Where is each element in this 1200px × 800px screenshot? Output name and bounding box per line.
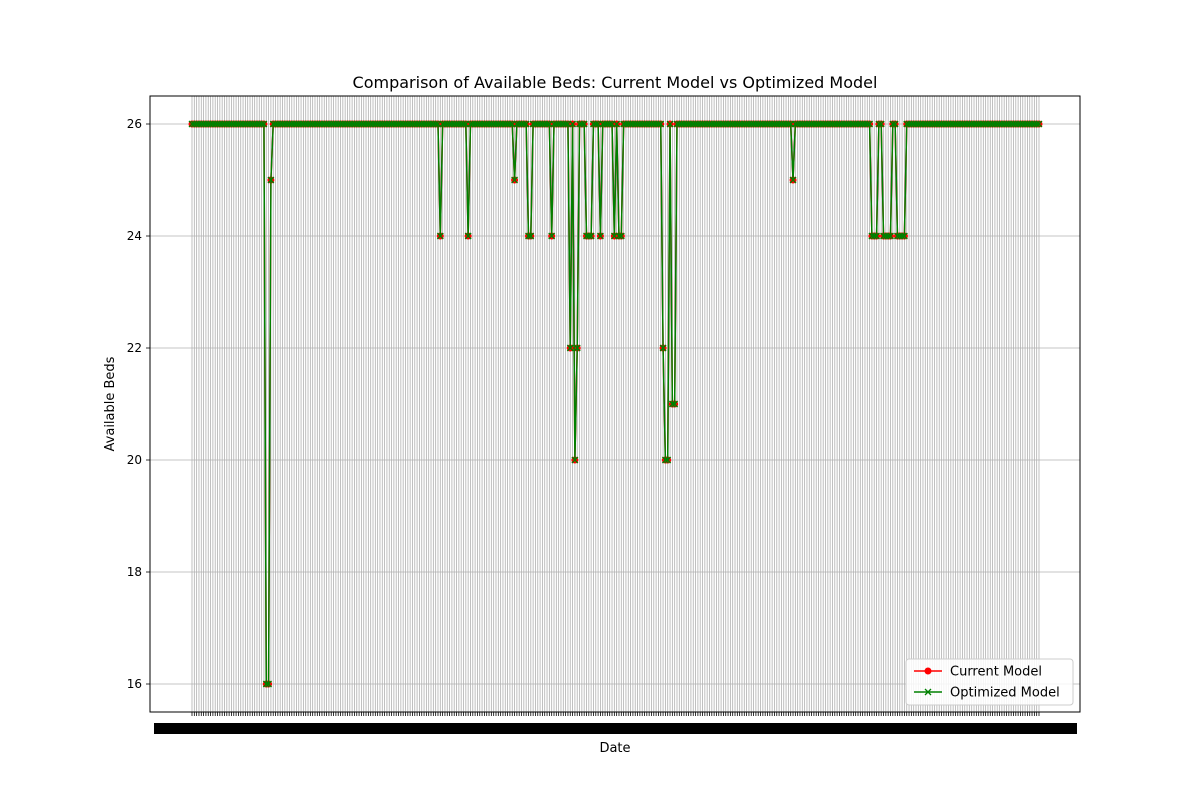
y-tick-label: 26 <box>127 117 142 131</box>
x-axis-label: Date <box>599 741 630 756</box>
point-optimized-model <box>875 120 883 128</box>
point-optimized-model <box>265 680 273 688</box>
y-tick-label: 24 <box>127 229 142 243</box>
point-optimized-model <box>432 120 440 128</box>
point-optimized-model <box>657 120 665 128</box>
point-optimized-model <box>613 120 621 128</box>
point-optimized-model <box>571 456 579 464</box>
point-optimized-model <box>511 176 519 184</box>
point-optimized-model <box>585 232 593 240</box>
legend-marker-optimized-model <box>924 688 932 696</box>
x-ticks <box>154 712 1077 734</box>
point-optimized-model <box>671 400 679 408</box>
point-optimized-model <box>661 456 669 464</box>
point-optimized-model <box>898 232 906 240</box>
point-optimized-model <box>900 232 908 240</box>
point-optimized-model <box>659 344 667 352</box>
y-tick-label: 22 <box>127 341 142 355</box>
point-optimized-model <box>569 120 577 128</box>
legend: Current Model Optimized Model <box>905 658 1074 706</box>
point-optimized-model <box>863 120 871 128</box>
point-optimized-model <box>527 232 535 240</box>
chart-title: Comparison of Available Beds: Current Mo… <box>353 73 878 92</box>
point-optimized-model <box>525 232 532 240</box>
x-tick-labels-illegible <box>154 723 1077 734</box>
point-optimized-model <box>873 232 881 240</box>
legend-marker-current-model <box>924 667 932 675</box>
point-optimized-model <box>870 232 878 240</box>
point-optimized-model <box>592 120 600 128</box>
point-optimized-model <box>884 232 892 240</box>
legend-label-current-model: Current Model <box>950 665 1042 680</box>
point-optimized-model <box>580 120 588 128</box>
y-ticks: 16 18 20 22 24 26 <box>127 117 150 691</box>
point-optimized-model <box>543 120 551 128</box>
point-optimized-model <box>260 120 268 128</box>
point-optimized-model <box>578 120 586 128</box>
y-axis-label: Available Beds <box>103 356 118 451</box>
legend-item-optimized-model: Optimized Model <box>914 686 1060 701</box>
point-optimized-model <box>615 232 623 240</box>
point-optimized-model <box>520 120 528 128</box>
legend-item-current-model: Current Model <box>914 665 1042 680</box>
point-optimized-model <box>617 232 625 240</box>
point-optimized-model <box>566 344 574 352</box>
point-optimized-model <box>562 120 570 128</box>
point-optimized-model <box>587 232 595 240</box>
point-optimized-model <box>436 232 444 240</box>
point-optimized-model <box>267 176 275 184</box>
point-optimized-model <box>258 120 266 128</box>
point-optimized-model <box>654 120 662 128</box>
y-tick-label: 20 <box>127 453 142 467</box>
x-gridlines <box>191 96 1040 712</box>
point-optimized-model <box>668 400 676 408</box>
point-optimized-model <box>522 120 530 128</box>
point-optimized-model <box>262 680 270 688</box>
point-optimized-model <box>891 120 899 128</box>
y-tick-label: 18 <box>127 565 142 579</box>
point-optimized-model <box>573 344 581 352</box>
series-layer <box>188 120 1043 688</box>
series-optimized-model <box>188 120 1043 688</box>
point-optimized-model <box>666 120 674 128</box>
legend-label-optimized-model: Optimized Model <box>950 686 1060 701</box>
legend-box <box>905 658 1074 706</box>
plot-frame <box>149 95 1081 713</box>
point-optimized-model <box>606 120 614 128</box>
point-optimized-model <box>460 120 467 128</box>
point-optimized-model <box>464 232 472 240</box>
point-optimized-model <box>789 176 797 184</box>
y-tick-label: 16 <box>127 677 142 691</box>
point-optimized-model <box>596 232 604 240</box>
point-optimized-model <box>664 456 672 464</box>
point-optimized-model <box>548 232 556 240</box>
point-optimized-model <box>889 120 897 128</box>
point-optimized-model <box>506 120 514 128</box>
point-optimized-model <box>887 232 894 240</box>
point-optimized-model <box>784 120 792 128</box>
point-optimized-model <box>1035 120 1043 128</box>
point-optimized-model <box>1033 120 1041 128</box>
point-optimized-model <box>877 120 885 128</box>
point-optimized-model <box>866 120 874 128</box>
